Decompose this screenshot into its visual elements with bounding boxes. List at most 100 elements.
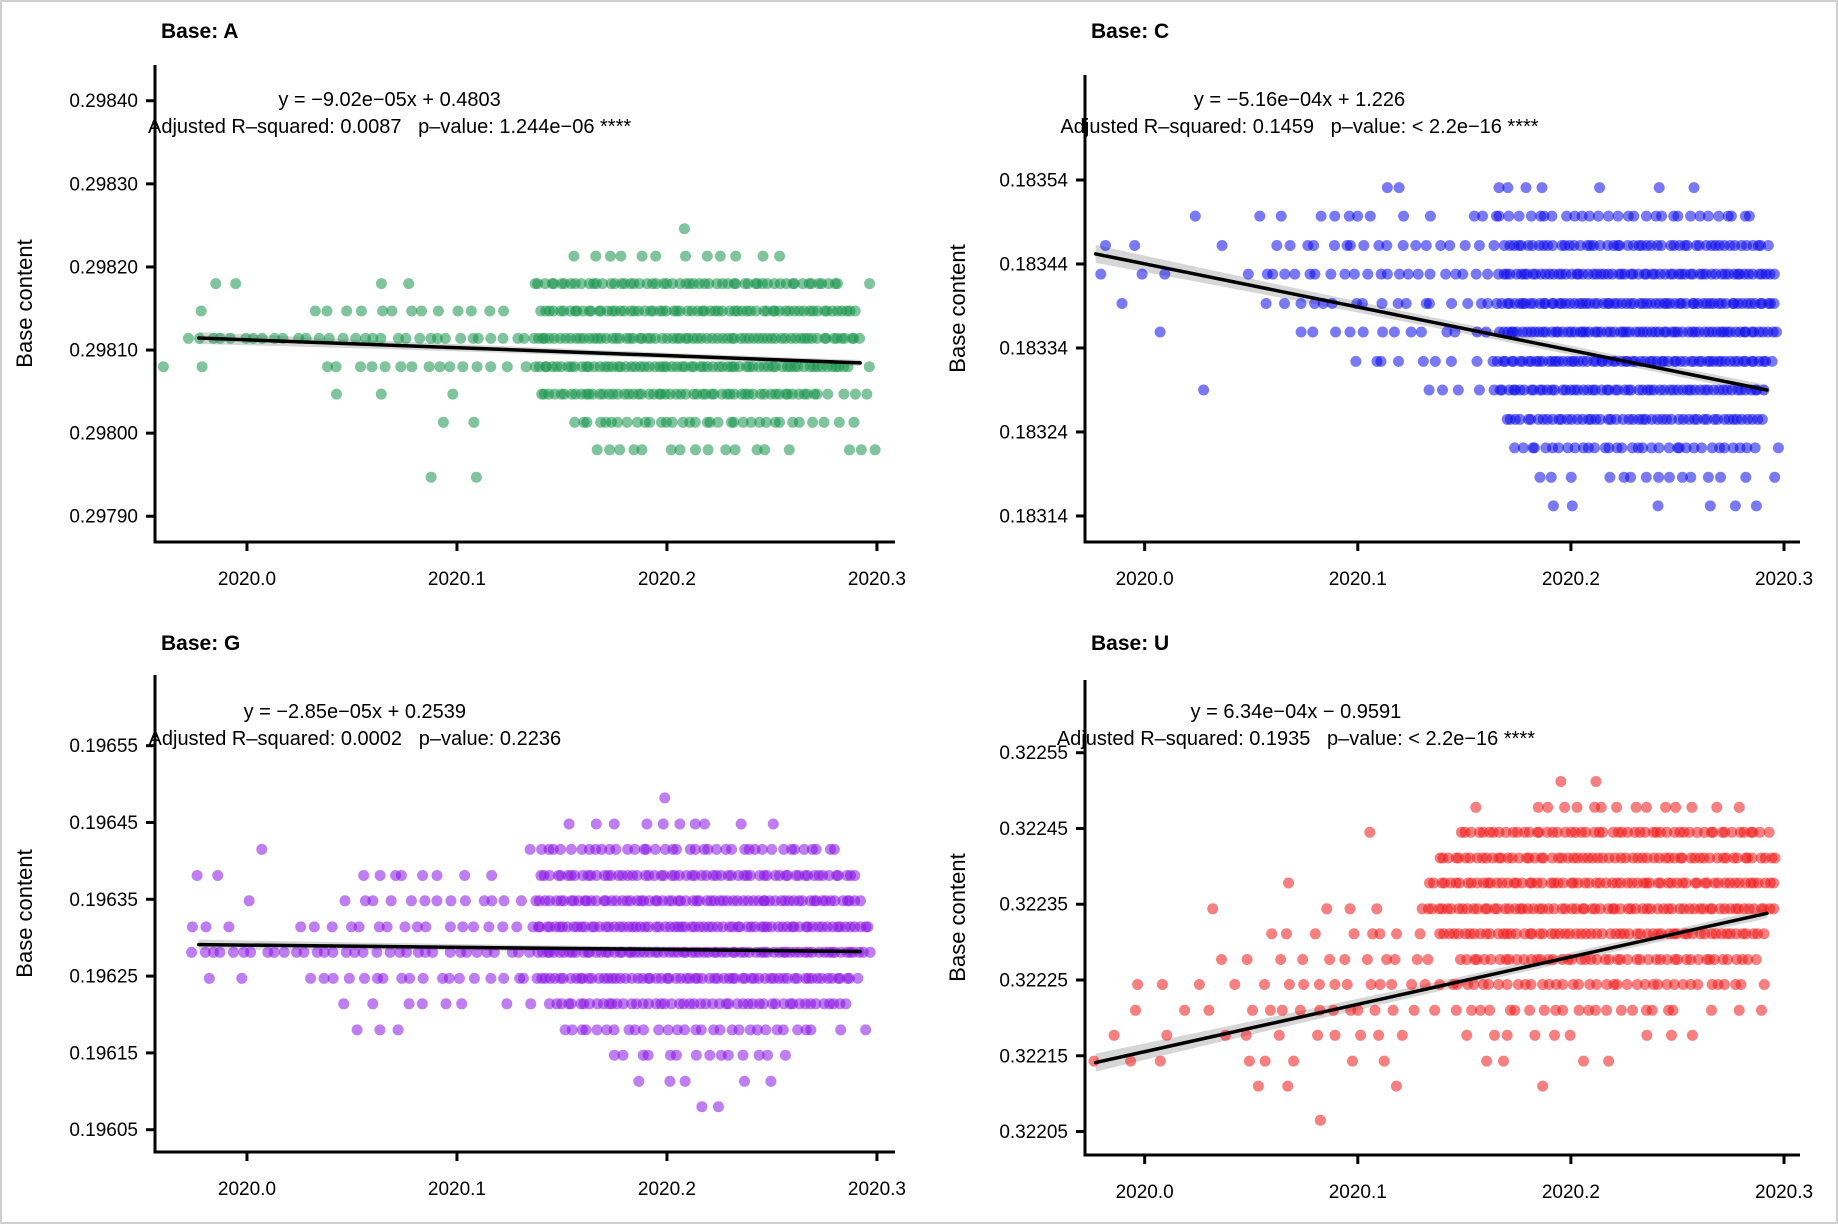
data-point — [1706, 903, 1718, 915]
data-point — [384, 946, 396, 958]
data-point — [417, 972, 429, 984]
data-point — [733, 1024, 745, 1036]
data-point — [350, 332, 362, 344]
data-point — [1597, 826, 1609, 838]
data-point — [419, 895, 431, 907]
data-point — [1365, 979, 1377, 990]
data-point — [1625, 384, 1637, 396]
data-point — [1473, 384, 1485, 396]
data-point — [1422, 954, 1434, 965]
regression-stats: Adjusted R–squared: 0.1935 p–value: < 2.… — [1057, 728, 1535, 750]
data-point — [1594, 182, 1606, 194]
data-point — [568, 250, 580, 262]
data-point — [447, 388, 459, 400]
data-point — [456, 998, 468, 1010]
data-point — [702, 444, 714, 456]
data-point — [182, 332, 194, 344]
data-point — [431, 870, 443, 881]
data-point — [1640, 210, 1652, 222]
data-point — [326, 921, 338, 933]
data-point — [674, 818, 686, 830]
data-point — [617, 998, 629, 1010]
data-point — [1429, 1004, 1441, 1016]
data-point — [439, 332, 451, 344]
data-point — [1405, 326, 1417, 338]
data-point — [723, 998, 735, 1010]
data-point — [1417, 355, 1429, 367]
data-point — [1652, 500, 1664, 512]
regression-equation: y = −5.16e−04x + 1.226 — [1194, 89, 1405, 111]
data-point — [1485, 954, 1497, 965]
y-axis-title: Base content — [945, 244, 970, 372]
data-point — [1289, 268, 1301, 280]
data-point — [852, 972, 864, 984]
data-point — [1672, 210, 1684, 222]
data-point — [1252, 1080, 1264, 1092]
data-point — [635, 388, 647, 400]
data-point — [581, 416, 593, 428]
data-point — [832, 870, 844, 881]
data-point — [1441, 326, 1453, 338]
scatter-points — [157, 223, 881, 483]
data-point — [1125, 1055, 1137, 1067]
data-point — [1685, 471, 1697, 483]
x-tick-label: 2020.3 — [1755, 569, 1813, 590]
data-point — [1444, 240, 1456, 251]
regression-equation: y = −9.02e−05x + 0.4803 — [278, 89, 500, 111]
y-tick-label: 0.19625 — [69, 967, 138, 988]
data-point — [1466, 1004, 1478, 1016]
panel-title: Base: C — [1091, 20, 1169, 43]
data-point — [1440, 268, 1452, 280]
data-point — [671, 843, 682, 855]
data-point — [498, 305, 510, 317]
data-point — [515, 895, 527, 907]
data-point — [1410, 240, 1422, 251]
data-point — [1369, 1004, 1381, 1016]
data-point — [1313, 979, 1325, 990]
regression-stats: Adjusted R–squared: 0.0002 p–value: 0.22… — [149, 728, 562, 750]
data-point — [1557, 877, 1569, 889]
data-point — [757, 998, 769, 1010]
scatter-points — [186, 792, 876, 1113]
data-point — [1240, 1029, 1252, 1041]
data-point — [1259, 979, 1270, 990]
data-point — [1344, 903, 1356, 915]
data-point — [414, 332, 426, 344]
data-point — [1668, 979, 1680, 990]
data-point — [444, 921, 456, 933]
data-point — [1529, 1029, 1541, 1041]
data-point — [1548, 903, 1560, 915]
data-point — [1364, 826, 1376, 838]
data-point — [1259, 1055, 1271, 1067]
data-point — [497, 921, 509, 933]
data-point — [1266, 928, 1278, 940]
data-point — [1242, 268, 1254, 280]
data-point — [1536, 877, 1548, 889]
data-point — [855, 444, 867, 456]
data-point — [653, 1024, 665, 1036]
data-point — [1498, 1055, 1509, 1067]
data-point — [1595, 801, 1607, 813]
data-point — [739, 1075, 750, 1087]
data-point — [704, 1049, 716, 1061]
data-point — [1229, 979, 1241, 990]
regression-line — [1093, 252, 1769, 392]
data-point — [399, 921, 411, 933]
data-point — [1622, 954, 1633, 965]
data-point — [1414, 928, 1426, 940]
data-point — [849, 388, 861, 400]
data-point — [1708, 954, 1720, 965]
data-point — [1241, 954, 1253, 965]
data-point — [1442, 852, 1454, 864]
data-point — [1375, 355, 1387, 367]
data-point — [459, 870, 471, 881]
data-point — [1373, 1029, 1385, 1041]
data-point — [765, 1075, 777, 1087]
data-point — [680, 388, 692, 400]
data-point — [256, 843, 268, 855]
data-point — [1569, 442, 1581, 454]
data-point — [566, 1024, 578, 1036]
data-point — [374, 1024, 386, 1036]
data-point — [585, 305, 597, 317]
data-point — [565, 843, 577, 855]
